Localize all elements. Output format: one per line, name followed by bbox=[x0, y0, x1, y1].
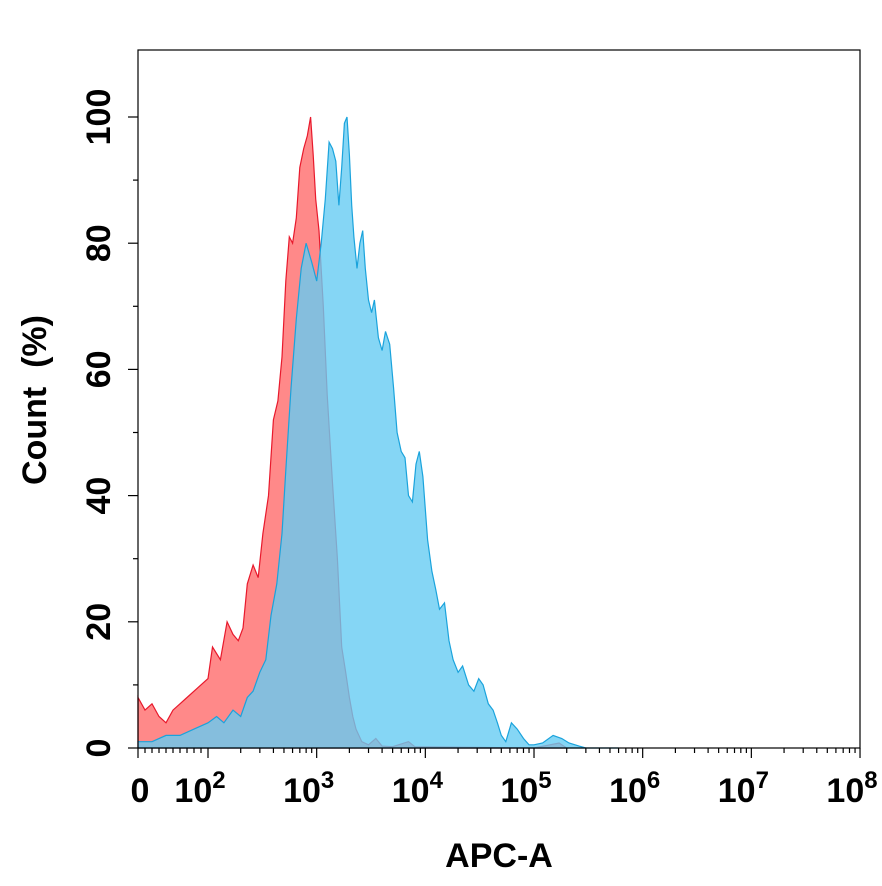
x-tick-label: 106 bbox=[609, 767, 660, 810]
x-tick-label: 107 bbox=[718, 767, 769, 810]
y-tick-label: 100 bbox=[80, 89, 118, 146]
y-tick-label: 40 bbox=[80, 477, 118, 515]
x-tick-label: 104 bbox=[392, 767, 444, 810]
y-tick-label: 60 bbox=[80, 350, 118, 388]
plot-frame bbox=[137, 49, 861, 749]
y-axis-ticks: 0 20 40 60 80 100 bbox=[80, 89, 138, 758]
y-tick-label: 20 bbox=[80, 603, 118, 641]
y-tick-label: 0 bbox=[80, 739, 118, 758]
series-layer bbox=[137, 116, 619, 749]
x-tick-label: 105 bbox=[500, 767, 551, 810]
y-axis-title: Count (%) bbox=[16, 315, 54, 485]
x-tick-label: 103 bbox=[283, 767, 334, 810]
x-axis-ticks: 0 102 103 104 105 106 107 108 bbox=[131, 748, 878, 810]
x-tick-label: 102 bbox=[174, 767, 225, 810]
x-tick-label: 0 bbox=[131, 772, 150, 810]
x-tick-label: 108 bbox=[826, 767, 877, 810]
histogram-series-2 bbox=[137, 116, 619, 749]
x-axis-title: APC-A bbox=[445, 837, 553, 875]
y-tick-label: 80 bbox=[80, 224, 118, 262]
